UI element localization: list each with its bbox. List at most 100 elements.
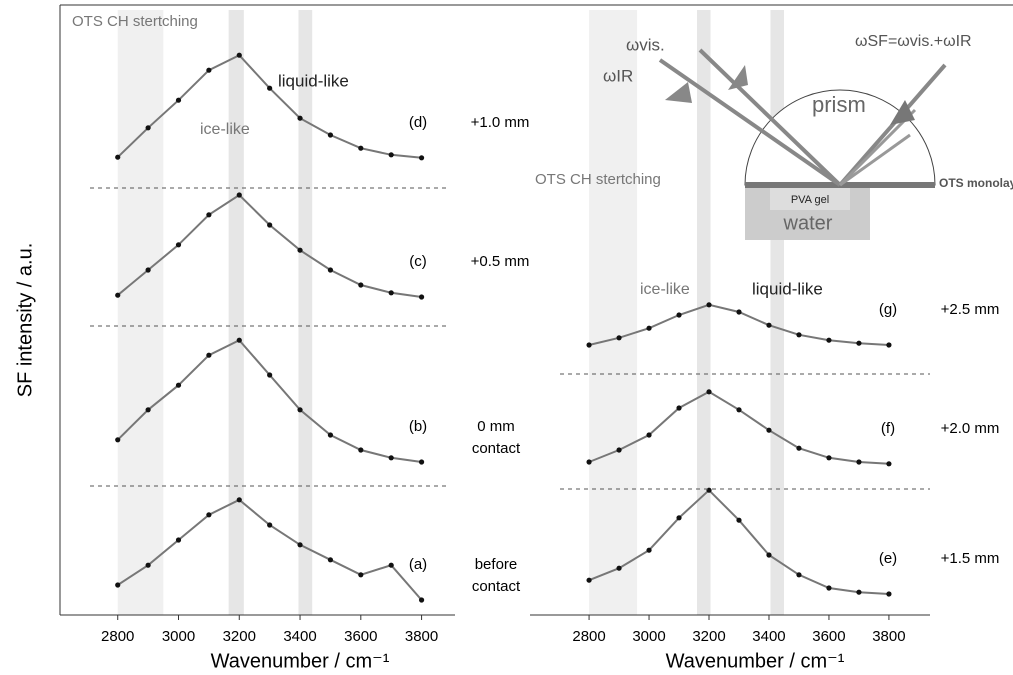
data-point (736, 407, 742, 413)
data-point (175, 97, 182, 103)
data-point (616, 335, 622, 341)
data-point (115, 292, 121, 298)
x-tick-label: 3800 (872, 628, 905, 645)
data-point (327, 432, 334, 438)
omega-vis: ωvis. (626, 35, 665, 54)
data-point (646, 432, 652, 438)
data-point (856, 340, 862, 346)
gel (770, 188, 850, 210)
data-point (796, 445, 802, 451)
data-point (327, 267, 334, 273)
data-point (297, 542, 303, 548)
data-point (115, 154, 121, 160)
data-point (676, 312, 682, 318)
data-point (616, 447, 622, 453)
trace-label: (b) (409, 418, 427, 435)
data-point (236, 52, 242, 58)
data-point (646, 325, 652, 331)
data-point (358, 572, 364, 578)
prism-label: prism (812, 92, 866, 117)
annotation: ice-like (640, 281, 690, 298)
data-point (706, 487, 712, 493)
data-point (766, 427, 772, 433)
gel-label: PVA gel (791, 194, 829, 206)
data-point (856, 459, 862, 465)
band (117, 10, 164, 615)
data-point (886, 591, 892, 597)
data-point (145, 407, 151, 413)
beam (839, 133, 911, 187)
x-tick-label: 3200 (223, 628, 256, 645)
data-point (267, 85, 273, 91)
data-point (236, 497, 242, 503)
x-tick-label: 3600 (344, 628, 377, 645)
data-point (418, 459, 425, 465)
trace-note: +2.5 mm (941, 301, 1000, 318)
data-point (676, 405, 682, 411)
band (228, 10, 244, 615)
arrow (665, 82, 692, 103)
data-point (616, 565, 622, 571)
data-point (796, 332, 802, 338)
x-axis-label: Wavenumber / cm⁻¹ (211, 650, 390, 672)
data-point (236, 192, 242, 198)
data-point (706, 302, 712, 308)
data-point (358, 447, 364, 453)
data-point (388, 562, 394, 568)
arrow (728, 65, 748, 90)
data-point (267, 372, 273, 378)
trace-note: +1.5 mm (941, 550, 1000, 567)
trace-label: (f) (881, 420, 895, 437)
data-point (145, 562, 151, 568)
data-point (115, 437, 121, 443)
data-point (327, 132, 334, 138)
data-point (418, 597, 425, 603)
data-point (676, 515, 682, 521)
trace-label: (d) (409, 114, 427, 131)
trace-label: (c) (409, 253, 427, 270)
data-point (175, 537, 182, 543)
data-point (206, 352, 212, 358)
x-axis-label: Wavenumber / cm⁻¹ (666, 650, 845, 672)
annotation: OTS CH stertching (535, 171, 661, 188)
data-point (418, 294, 425, 300)
data-point (766, 322, 772, 328)
data-point (826, 585, 832, 591)
prism-diagram: ωvis. ωIR ωSF=ωvis.+ωIR prism PVA gel wa… (603, 33, 1013, 240)
data-point (236, 337, 242, 343)
data-point (706, 389, 712, 395)
x-tick-label: 3400 (752, 628, 785, 645)
monolayer-label: OTS monolayer (939, 176, 1013, 190)
data-point (826, 337, 832, 343)
data-point (736, 309, 742, 315)
separators (90, 187, 930, 490)
annotation: ice-like (200, 121, 250, 138)
data-point (267, 222, 273, 228)
annotation: liquid-like (752, 279, 823, 298)
data-point (796, 572, 802, 578)
trace-label: (g) (879, 301, 897, 318)
data-point (856, 589, 862, 595)
panel: 2800 3000 3200 3400 3600 3800 Wavenumber / cm⁻… (72, 10, 529, 672)
x-tick-label: 3000 (632, 628, 665, 645)
trace-note: +2.0 mm (941, 420, 1000, 437)
data-point (297, 115, 303, 121)
beam (838, 63, 947, 187)
prism (744, 89, 936, 186)
data-point (586, 577, 592, 583)
band (770, 10, 784, 615)
band (298, 10, 313, 615)
annotation: liquid-like (278, 71, 349, 90)
data-point (145, 125, 151, 131)
data-point (115, 582, 121, 588)
data-point (586, 342, 592, 348)
data-point (388, 290, 394, 296)
beam (698, 48, 842, 187)
trace-note: 0 mm (477, 418, 515, 435)
trace-label: (e) (879, 550, 897, 567)
data-point (175, 382, 182, 388)
x-tick-label: 3000 (162, 628, 195, 645)
x-tick-label: 3400 (283, 628, 316, 645)
data-point (297, 247, 303, 253)
data-point (826, 455, 832, 461)
